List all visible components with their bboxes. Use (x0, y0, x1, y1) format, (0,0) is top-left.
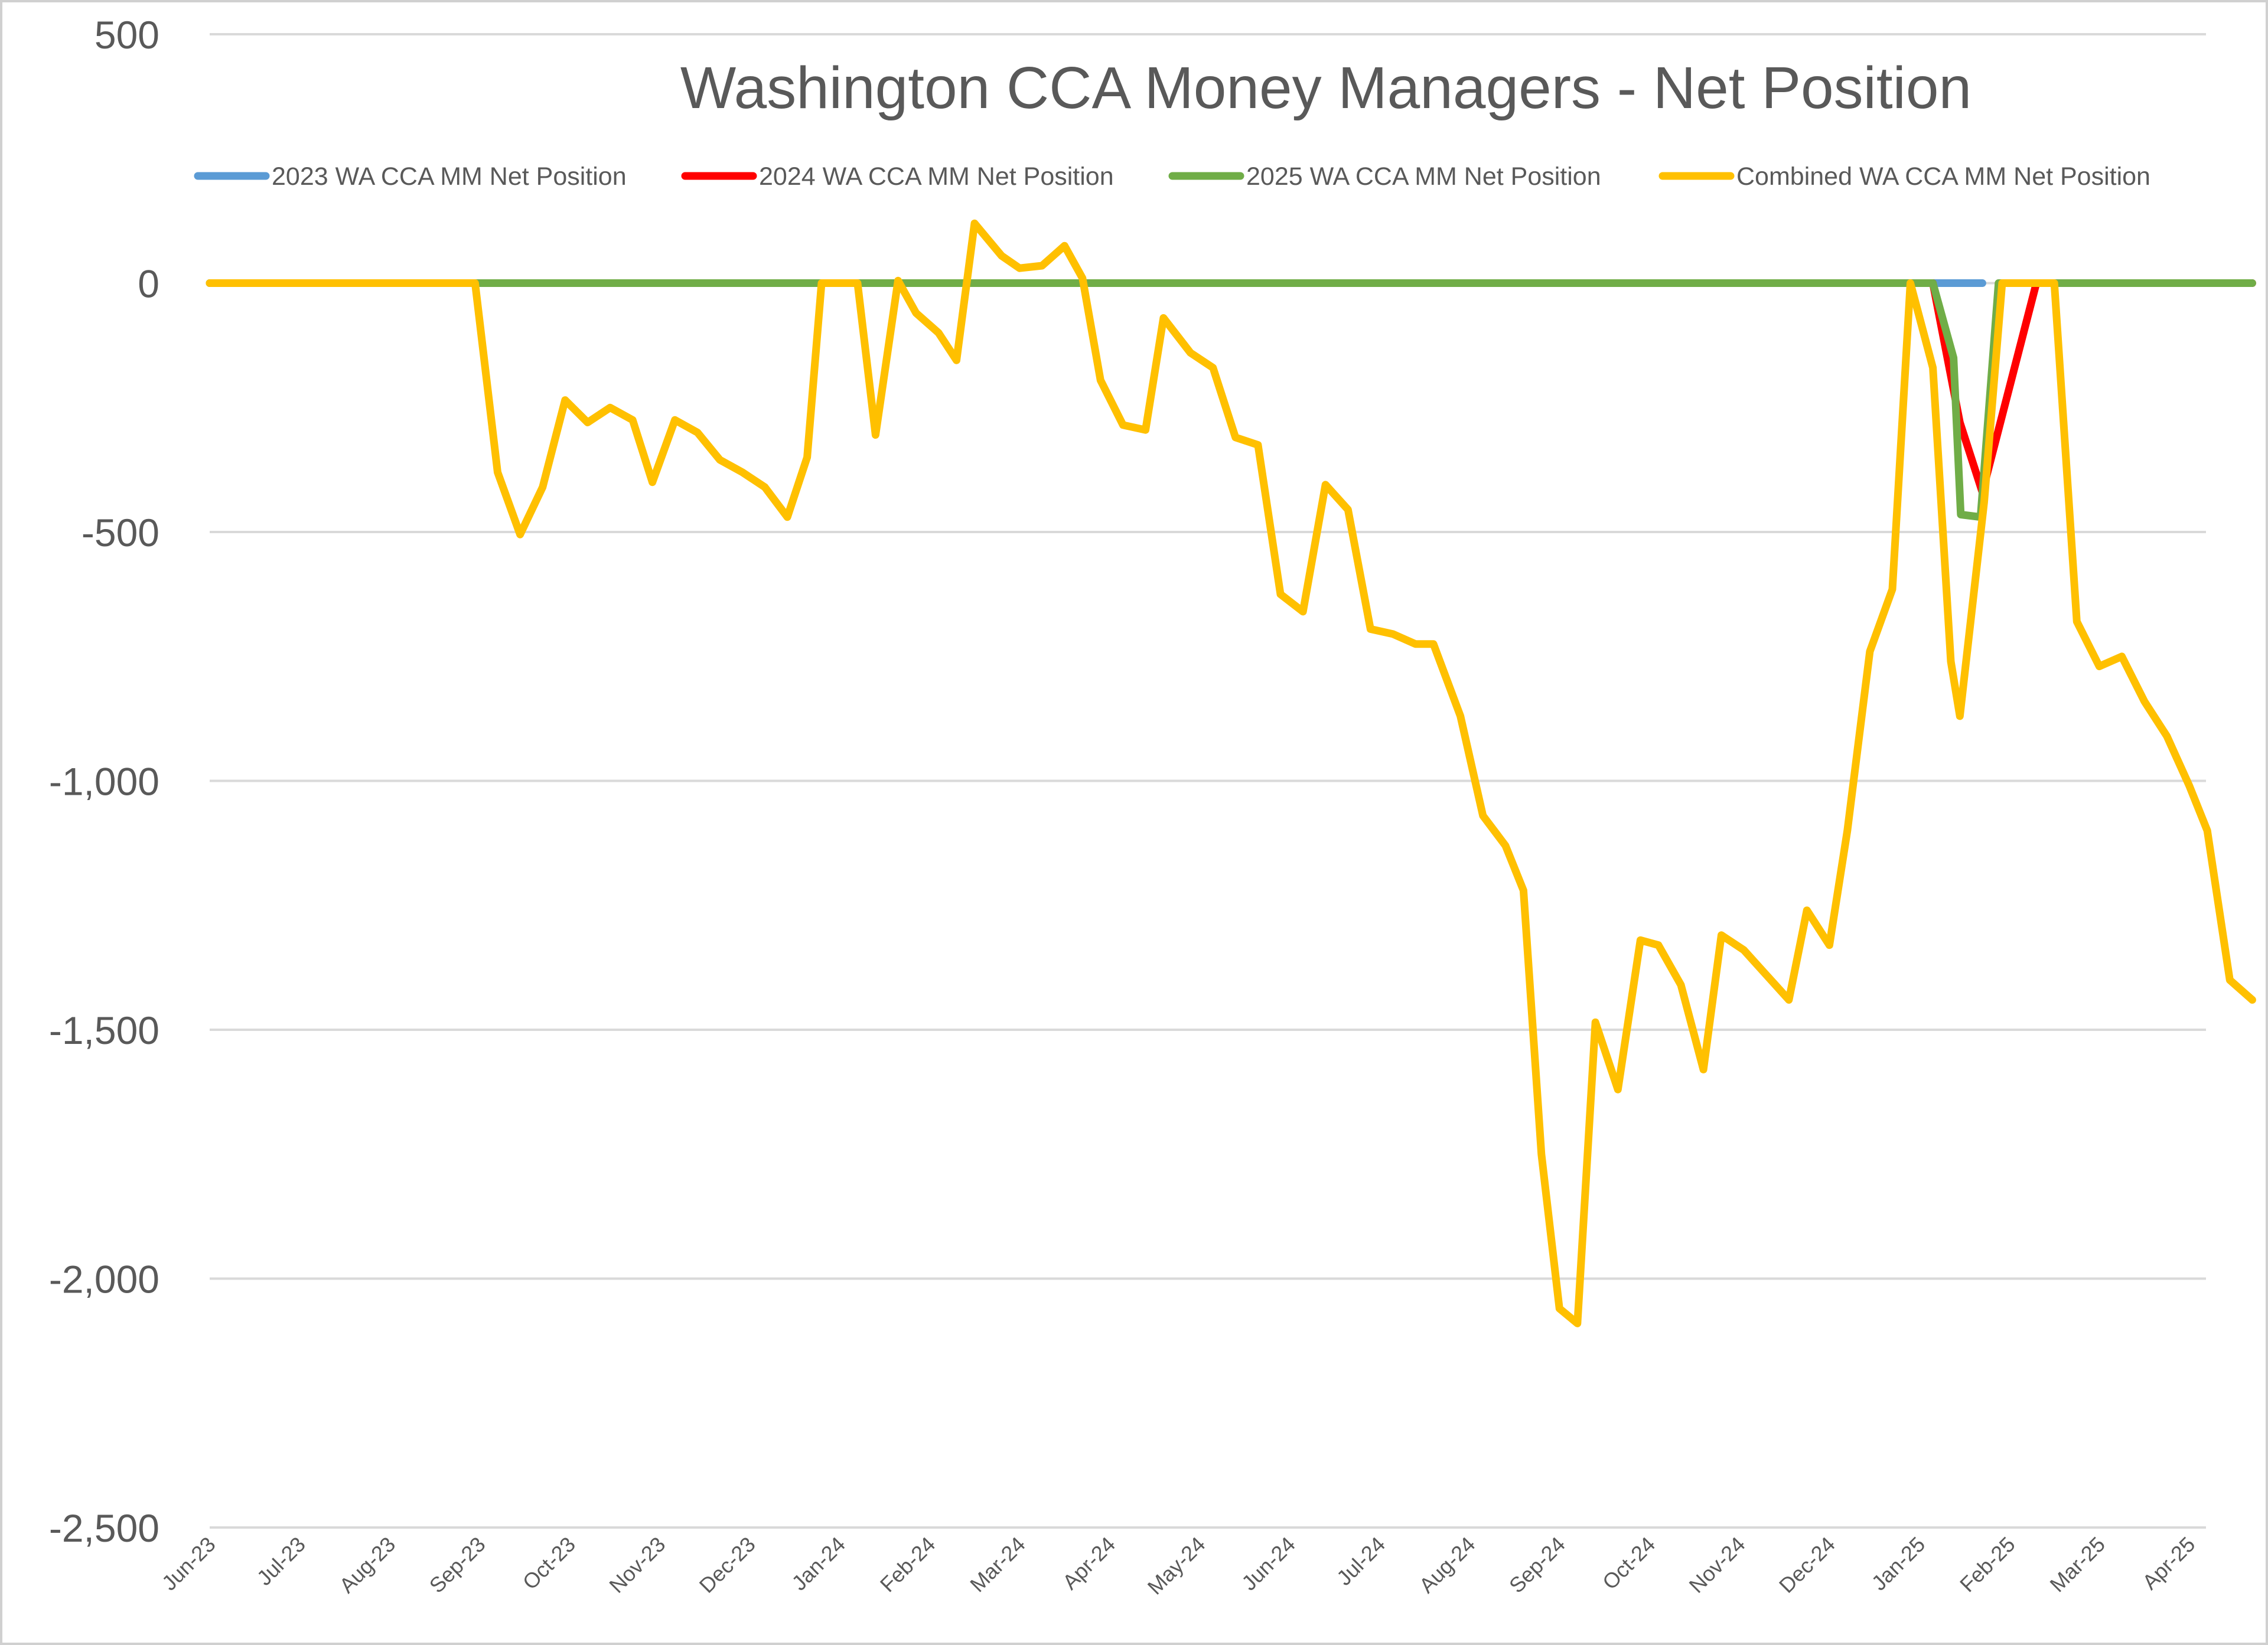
x-tick-label: Dec-24 (1774, 1532, 1840, 1598)
y-tick-label: -1,000 (49, 760, 159, 804)
x-tick-label: Sep-24 (1504, 1532, 1570, 1598)
series-line (1929, 279, 2256, 497)
x-tick-label: Jan-24 (787, 1532, 850, 1595)
y-tick-label: -2,000 (49, 1258, 159, 1301)
legend-label: 2023 WA CCA MM Net Position (272, 162, 627, 191)
x-tick-label: Apr-25 (2137, 1532, 2199, 1594)
x-tick-label: Jan-25 (1867, 1532, 1930, 1595)
y-tick-label: 500 (94, 13, 159, 57)
x-tick-label: May-24 (1143, 1532, 1210, 1600)
x-tick-label: Aug-24 (1415, 1532, 1480, 1598)
x-tick-label: Aug-23 (334, 1532, 400, 1598)
x-tick-label: Mar-24 (965, 1532, 1030, 1597)
y-tick-label: -500 (82, 511, 159, 554)
series-line (206, 219, 2256, 1327)
chart-title: Washington CCA Money Managers - Net Posi… (680, 55, 1972, 121)
x-tick-label: Feb-24 (875, 1532, 940, 1597)
x-tick-label: Mar-25 (2045, 1532, 2110, 1597)
y-tick-label: -1,500 (49, 1008, 159, 1052)
x-tick-label: Nov-24 (1684, 1532, 1750, 1598)
gridlines (210, 33, 2206, 1529)
x-tick-label: Jul-23 (252, 1532, 310, 1590)
x-tick-label: Oct-24 (1598, 1532, 1660, 1594)
x-tick-label: Dec-23 (695, 1532, 760, 1598)
series-lines (206, 219, 2256, 1327)
legend: 2023 WA CCA MM Net Position 2024 WA CCA M… (194, 162, 2150, 191)
series-line (206, 279, 2256, 521)
y-tick-label: 0 (138, 262, 159, 306)
x-tick-label: Feb-25 (1955, 1532, 2020, 1597)
x-tick-label: Nov-23 (604, 1532, 670, 1598)
legend-label: Combined WA CCA MM Net Position (1736, 162, 2150, 191)
x-tick-label: Oct-23 (518, 1532, 580, 1594)
y-tick-label: -2,500 (49, 1506, 159, 1550)
x-tick-label: Sep-23 (425, 1532, 490, 1598)
legend-label: 2025 WA CCA MM Net Position (1246, 162, 1601, 191)
y-axis-ticks: 500 0 -500 -1,000 -1,500 -2,000 -2,500 (49, 13, 159, 1550)
legend-label: 2024 WA CCA MM Net Position (759, 162, 1114, 191)
x-tick-label: Apr-24 (1058, 1532, 1120, 1594)
x-tick-label: Jun-24 (1237, 1532, 1300, 1595)
x-axis-ticks: Jun-23 Jul-23 Aug-23 Sep-23 Oct-23 Nov-23 Dec-… (157, 1532, 2200, 1600)
x-tick-label: Jul-24 (1332, 1532, 1390, 1590)
x-tick-label: Jun-23 (157, 1532, 220, 1595)
